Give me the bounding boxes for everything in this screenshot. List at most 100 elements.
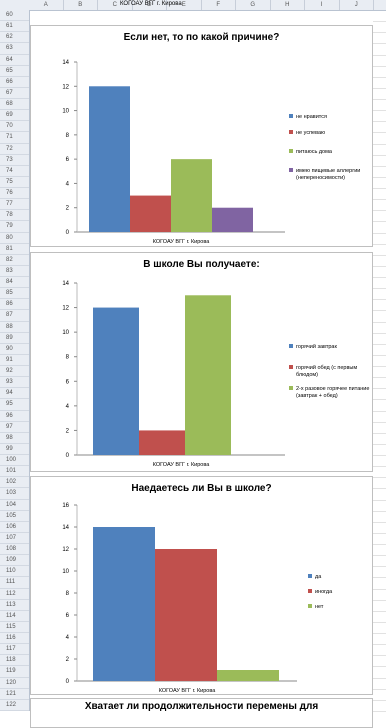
gridline	[373, 388, 386, 390]
row-header[interactable]: 85	[0, 288, 29, 300]
gridline	[373, 621, 386, 623]
row-header[interactable]: 77	[0, 199, 29, 211]
gridline	[373, 510, 386, 512]
chart-full[interactable]: 0 2 4 6 8 10 12 14 16 да иногда нет КОГОАУ ВГГ г. Ки…	[30, 476, 373, 695]
column-header-b[interactable]: B	[64, 0, 98, 10]
row-header[interactable]: 109	[0, 555, 29, 567]
column-header-e[interactable]: E	[167, 0, 202, 10]
row-header[interactable]: 118	[0, 655, 29, 667]
row-header[interactable]: 117	[0, 644, 29, 656]
row-header[interactable]: 87	[0, 310, 29, 322]
chart-break-duration[interactable]: Хватает ли продолжительности перемены дл…	[30, 698, 373, 728]
row-header[interactable]: 92	[0, 366, 29, 378]
legend-label: горячий обед (с первым блюдом)	[296, 364, 357, 378]
gridline	[373, 644, 386, 646]
row-header[interactable]: 72	[0, 144, 29, 155]
row-header[interactable]: 114	[0, 611, 29, 622]
gridline	[373, 677, 386, 679]
column-header-c[interactable]: C	[98, 0, 133, 10]
row-header[interactable]: 119	[0, 666, 29, 678]
row-header[interactable]: 75	[0, 177, 29, 189]
row-header[interactable]: 108	[0, 544, 29, 556]
row-header[interactable]: 96	[0, 411, 29, 422]
column-header-i[interactable]: I	[305, 0, 340, 10]
legend-line: блюдом)	[296, 372, 318, 378]
legend-swatch	[289, 114, 293, 118]
row-header[interactable]: 78	[0, 210, 29, 222]
row-header[interactable]: 68	[0, 99, 29, 111]
gridline	[373, 76, 386, 78]
category-label: КОГОАУ ВГГ г. Кирова	[159, 688, 216, 694]
row-header[interactable]: 107	[0, 533, 29, 545]
row-header[interactable]: 121	[0, 689, 29, 700]
row-header[interactable]: 110	[0, 566, 29, 578]
row-header[interactable]: 104	[0, 500, 29, 511]
row-header[interactable]: 60	[0, 10, 29, 22]
bar-3	[185, 295, 231, 455]
row-header[interactable]: 67	[0, 88, 29, 99]
column-header-g[interactable]: G	[236, 0, 271, 10]
chart-reason[interactable]: 0 2 4 6 8 10 12 14 не нравится не успеваю питаюсь …	[30, 25, 373, 247]
legend-label: питаюсь дома	[296, 149, 333, 155]
row-header[interactable]: 83	[0, 266, 29, 278]
row-header[interactable]: 113	[0, 600, 29, 611]
row-header[interactable]: 102	[0, 477, 29, 489]
row-header[interactable]: 89	[0, 333, 29, 344]
row-header[interactable]: 115	[0, 622, 29, 634]
row-header[interactable]: 91	[0, 355, 29, 367]
row-header[interactable]: 105	[0, 511, 29, 522]
row-header[interactable]: 101	[0, 466, 29, 478]
column-header-f[interactable]: F	[202, 0, 236, 10]
row-header[interactable]: 106	[0, 522, 29, 533]
row-header[interactable]: 97	[0, 422, 29, 433]
row-header[interactable]: 100	[0, 455, 29, 467]
row-header[interactable]: 74	[0, 166, 29, 177]
row-header[interactable]: 120	[0, 678, 29, 689]
row-header[interactable]: 61	[0, 21, 29, 33]
gridline	[373, 99, 386, 101]
gridline	[373, 443, 386, 445]
chart-receive[interactable]: 0 2 4 6 8 10 12 14 горячий завтрак горячий обед (…	[30, 252, 373, 472]
column-header-j[interactable]: J	[340, 0, 374, 10]
row-header[interactable]: 71	[0, 132, 29, 144]
row-header[interactable]: 111	[0, 577, 29, 589]
legend-swatch	[308, 604, 312, 608]
row-header[interactable]: 73	[0, 155, 29, 166]
y-tick-label: 10	[62, 330, 69, 336]
column-header-a[interactable]: A	[29, 0, 64, 10]
chart-top-source-label: КОГОАУ ВГГ г. Кирова	[120, 1, 182, 7]
row-header[interactable]: 62	[0, 32, 29, 44]
row-header[interactable]: 70	[0, 121, 29, 133]
row-header[interactable]: 65	[0, 66, 29, 77]
row-header[interactable]: 94	[0, 388, 29, 400]
row-header[interactable]: 81	[0, 244, 29, 255]
row-header[interactable]: 99	[0, 444, 29, 456]
y-tick-label: 0	[66, 230, 70, 236]
legend-label: имею пищевые аллергии (непереносимости)	[296, 168, 360, 181]
row-header[interactable]: 82	[0, 255, 29, 266]
row-header[interactable]: 95	[0, 399, 29, 411]
column-header-h[interactable]: H	[271, 0, 305, 10]
row-header[interactable]: 76	[0, 188, 29, 200]
row-header[interactable]: 90	[0, 344, 29, 355]
row-header[interactable]: 98	[0, 433, 29, 444]
row-header[interactable]: 116	[0, 633, 29, 645]
row-header[interactable]: 112	[0, 589, 29, 600]
row-header[interactable]: 103	[0, 488, 29, 500]
row-header[interactable]: 69	[0, 110, 29, 122]
gridline	[373, 711, 386, 712]
row-header[interactable]: 66	[0, 77, 29, 88]
row-header[interactable]: 93	[0, 377, 29, 389]
row-header[interactable]: 88	[0, 322, 29, 333]
row-header[interactable]: 86	[0, 299, 29, 311]
row-header[interactable]: 64	[0, 55, 29, 66]
row-header[interactable]: 84	[0, 277, 29, 289]
row-header[interactable]: 80	[0, 233, 29, 244]
gridline	[373, 199, 386, 201]
row-header[interactable]: 63	[0, 43, 29, 55]
y-tick-label: 4	[66, 635, 70, 641]
row-header[interactable]: 79	[0, 221, 29, 233]
column-header-d[interactable]: D	[133, 0, 167, 10]
legend-swatch	[289, 386, 293, 390]
row-header[interactable]: 122	[0, 700, 29, 711]
